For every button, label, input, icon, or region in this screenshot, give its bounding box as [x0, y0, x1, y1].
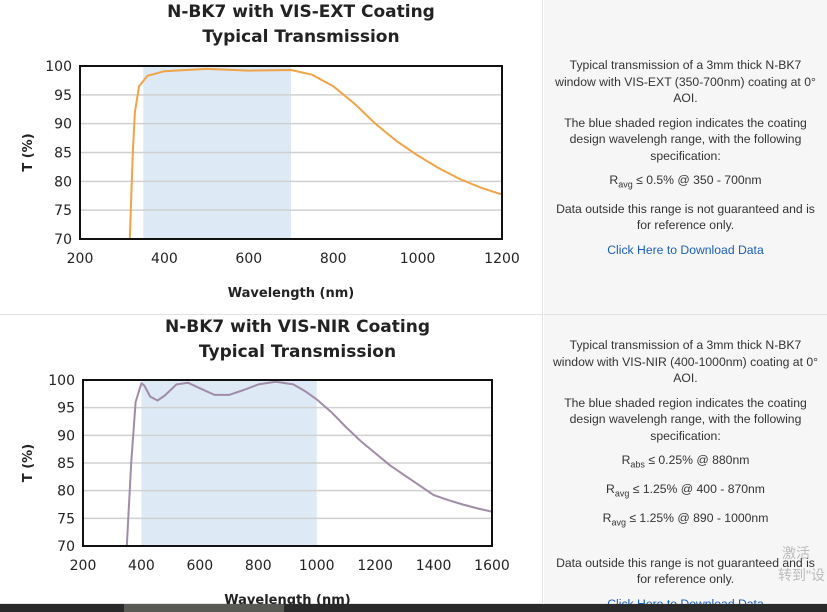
spec-text: ≤ 0.25% @ 880nm: [648, 453, 750, 467]
x-tick-label: 400: [128, 558, 155, 574]
chart-cell: N-BK7 with VIS-NIR Coating Typical Transm…: [0, 315, 543, 608]
y-tick-label: 95: [57, 401, 75, 417]
download-data-link[interactable]: Click Here to Download Data: [607, 242, 764, 257]
y-tick-label: 80: [54, 174, 72, 190]
spec-line: Rabs ≤ 0.25% @ 880nm: [544, 452, 827, 473]
description-panel: Typical transmission of a 3mm thick N-BK…: [544, 315, 827, 611]
description-text: Typical transmission of a 3mm thick N-BK…: [553, 338, 818, 385]
activation-watermark: 转到"设: [778, 567, 825, 583]
chart-title: Typical Transmission: [199, 342, 396, 362]
y-axis-label: T (%): [21, 444, 36, 482]
activation-watermark: 激活: [782, 545, 810, 561]
y-tick-label: 90: [57, 428, 75, 444]
x-tick-label: 200: [67, 251, 94, 267]
disclaimer: Data outside this range is not guarantee…: [556, 201, 815, 233]
spec-symbol: R: [602, 510, 612, 525]
spec-line: Ravg ≤ 1.25% @ 400 - 870nm: [544, 481, 827, 502]
product-row-vis-nir: N-BK7 with VIS-NIR Coating Typical Transm…: [0, 315, 827, 611]
y-tick-label: 70: [54, 232, 72, 248]
y-tick-label: 75: [57, 511, 75, 527]
chart-cell: N-BK7 with VIS-EXT Coating Typical Transm…: [0, 0, 543, 315]
chart-title: Typical Transmission: [202, 27, 399, 47]
y-tick-label: 70: [57, 539, 75, 555]
y-tick-label: 75: [54, 203, 72, 219]
taskbar: [0, 604, 827, 612]
transmission-chart-vis-nir: N-BK7 with VIS-NIR Coating Typical Transm…: [21, 317, 510, 608]
y-axis-label: T (%): [21, 133, 36, 171]
spec-line: Ravg ≤ 1.25% @ 890 - 1000nm: [544, 510, 827, 531]
disclaimer: Data outside this range is not guarantee…: [556, 555, 815, 587]
taskbar-item[interactable]: [124, 604, 284, 612]
spec-line: Ravg ≤ 0.5% @ 350 - 700nm: [544, 172, 827, 193]
description-panel: Typical transmission of a 3mm thick N-BK…: [544, 0, 827, 315]
x-tick-label: 400: [151, 251, 178, 267]
x-tick-label: 1200: [484, 251, 520, 267]
x-tick-label: 1000: [299, 558, 335, 574]
spec-sub: avg: [614, 488, 630, 499]
x-tick-label: 800: [320, 251, 347, 267]
spec-sub: abs: [630, 459, 645, 470]
spec-text: ≤ 1.25% @ 890 - 1000nm: [629, 510, 769, 525]
shaded-note: The blue shaded region indicates the coa…: [564, 395, 807, 443]
spec-symbol: R: [621, 453, 631, 467]
chart-title: N-BK7 with VIS-NIR Coating: [165, 317, 430, 337]
y-tick-label: 95: [54, 88, 72, 104]
spec-symbol: R: [609, 173, 619, 187]
y-tick-label: 100: [48, 373, 75, 389]
y-tick-label: 80: [57, 484, 75, 500]
y-tick-label: 90: [54, 117, 72, 133]
x-tick-label: 600: [235, 251, 262, 267]
spec-symbol: R: [606, 481, 615, 496]
transmission-curve: [125, 380, 493, 547]
x-tick-label: 200: [70, 558, 97, 574]
spec-text: ≤ 0.5% @ 350 - 700nm: [636, 173, 762, 187]
x-axis-label: Wavelength (nm): [228, 286, 354, 301]
transmission-chart-vis-ext: N-BK7 with VIS-EXT Coating Typical Transm…: [21, 2, 520, 301]
x-tick-label: 1200: [357, 558, 393, 574]
x-tick-label: 600: [186, 558, 213, 574]
y-tick-label: 100: [45, 59, 72, 75]
spec-sub: avg: [618, 179, 633, 190]
x-tick-label: 1000: [400, 251, 436, 267]
plot-frame: [79, 65, 503, 240]
x-tick-label: 1600: [474, 558, 510, 574]
x-tick-label: 1400: [416, 558, 452, 574]
shaded-note: The blue shaded region indicates the coa…: [564, 115, 807, 163]
description-text: Typical transmission of a 3mm thick N-BK…: [555, 58, 816, 105]
chart-title: N-BK7 with VIS-EXT Coating: [167, 2, 435, 22]
transmission-curve: [128, 67, 503, 240]
x-tick-label: 800: [245, 558, 272, 574]
spec-sub: avg: [611, 517, 626, 528]
y-tick-label: 85: [54, 146, 72, 162]
plot-frame: [82, 379, 493, 547]
spec-text: ≤ 1.25% @ 400 - 870nm: [632, 481, 765, 496]
product-row-vis-ext: N-BK7 with VIS-EXT Coating Typical Transm…: [0, 0, 827, 315]
y-tick-label: 85: [57, 456, 75, 472]
